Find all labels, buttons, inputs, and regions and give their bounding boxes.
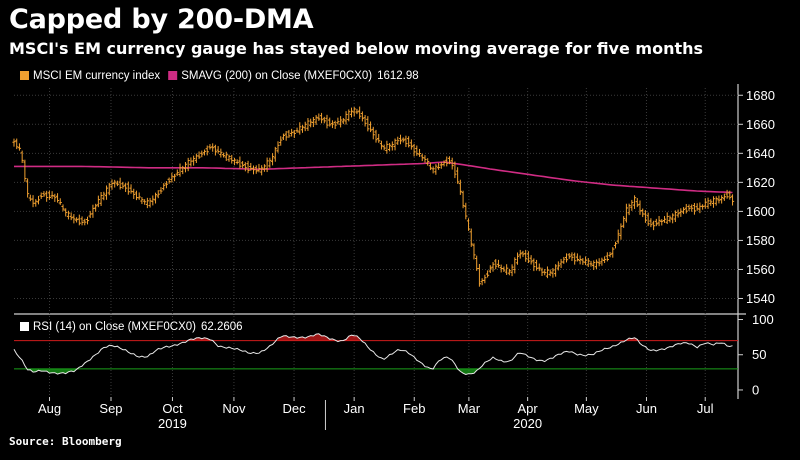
month-label: Apr xyxy=(518,401,539,416)
chart-title: Capped by 200-DMA xyxy=(9,4,314,35)
price-tick-label: 1540 xyxy=(746,291,775,306)
month-label: May xyxy=(574,401,599,416)
rsi-legend-swatch xyxy=(20,322,29,331)
price-tick-label: 1680 xyxy=(746,88,775,103)
axis-layer: 1540 1560 1580 1600 1620 1640 1660 1680 0 50 100 Au… xyxy=(38,88,775,431)
source-note: Source: Bloomberg xyxy=(9,435,122,448)
sma-line xyxy=(14,161,733,194)
price-tick-label: 1640 xyxy=(746,146,775,161)
price-tick-label: 1620 xyxy=(746,175,775,190)
price-bars xyxy=(12,106,735,287)
month-label: Oct xyxy=(162,401,183,416)
rsi-legend-label: RSI (14) on Close (MXEF0CX0) xyxy=(33,321,196,333)
rsi-line xyxy=(13,333,733,376)
month-label: Mar xyxy=(458,401,481,416)
overbought-fill xyxy=(340,335,360,341)
rsi-tick-label: 100 xyxy=(752,312,774,327)
month-label: Jul xyxy=(697,401,714,416)
rsi-reference-lines xyxy=(14,340,738,370)
oversold-fill xyxy=(457,368,477,375)
price-tick-label: 1660 xyxy=(746,117,775,132)
rsi-legend-value: 62.2606 xyxy=(201,321,243,333)
legend-label: SMAVG (200) on Close (MXEF0CX0) xyxy=(181,70,372,82)
rsi-line-layer xyxy=(13,333,733,376)
year-label: 2020 xyxy=(513,416,542,431)
year-label: 2019 xyxy=(158,416,187,431)
month-label: Aug xyxy=(38,401,61,416)
rsi-tick-label: 0 xyxy=(752,382,759,397)
legend-value: 1612.98 xyxy=(377,70,419,82)
price-tick-label: 1580 xyxy=(746,233,775,248)
chart-subtitle: MSCI's EM currency gauge has stayed belo… xyxy=(9,39,704,58)
legend-layer: MSCI EM currency index SMAVG (200) on Clo… xyxy=(20,70,419,333)
price-tick-label: 1600 xyxy=(746,204,775,219)
month-label: Dec xyxy=(282,401,306,416)
month-label: Sep xyxy=(99,401,122,416)
month-label: Jun xyxy=(636,401,657,416)
month-label: Nov xyxy=(222,401,246,416)
rsi-tick-label: 50 xyxy=(752,347,766,362)
price-tick-label: 1560 xyxy=(746,262,775,277)
grid-layer xyxy=(14,84,746,399)
month-label: Jan xyxy=(344,401,365,416)
legend-swatch xyxy=(168,71,178,80)
month-label: Feb xyxy=(403,401,425,416)
legend-label: MSCI EM currency index xyxy=(33,70,160,82)
legend-swatch xyxy=(20,71,29,80)
sma-layer xyxy=(14,161,733,194)
